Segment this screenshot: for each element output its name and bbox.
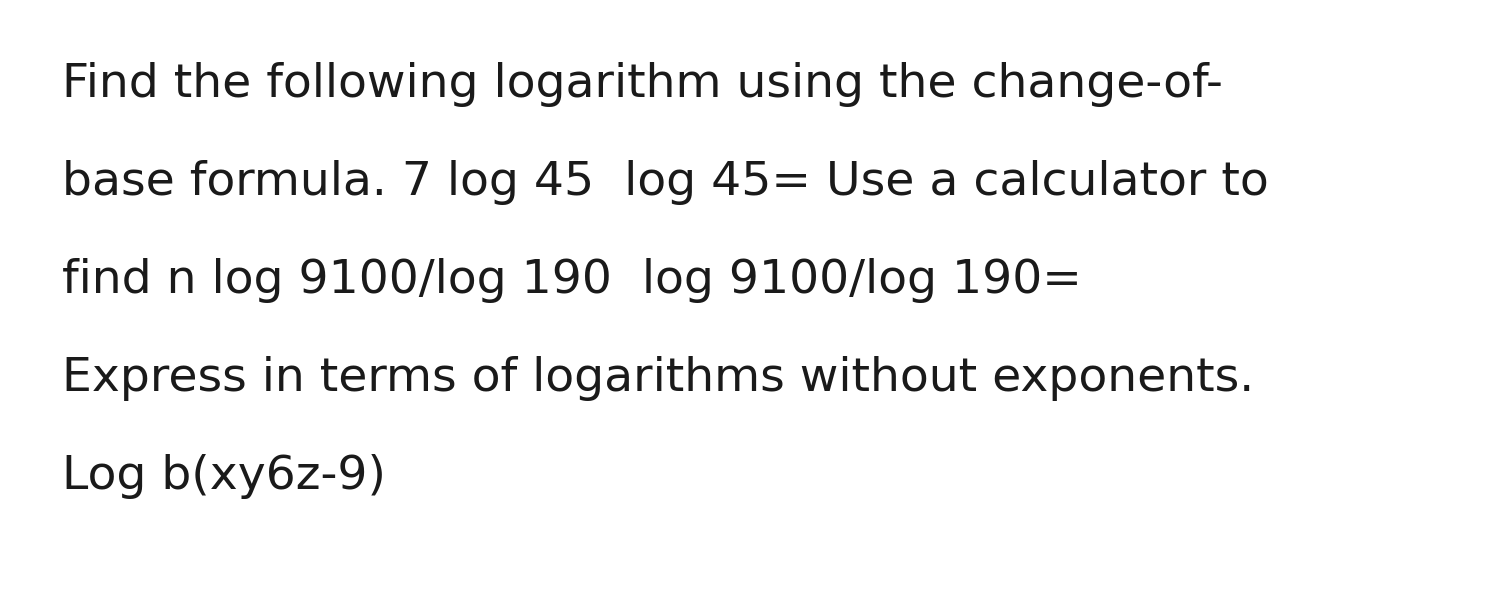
Text: Log b(xy6z-9): Log b(xy6z-9): [62, 454, 386, 499]
Text: Express in terms of logarithms without exponents.: Express in terms of logarithms without e…: [62, 356, 1254, 401]
Text: base formula. 7 log 45  log 45= Use a calculator to: base formula. 7 log 45 log 45= Use a cal…: [62, 160, 1269, 205]
Text: Find the following logarithm using the change-of-: Find the following logarithm using the c…: [62, 62, 1222, 107]
Text: find n log 9100/log 190  log 9100/log 190=: find n log 9100/log 190 log 9100/log 190…: [62, 258, 1082, 303]
